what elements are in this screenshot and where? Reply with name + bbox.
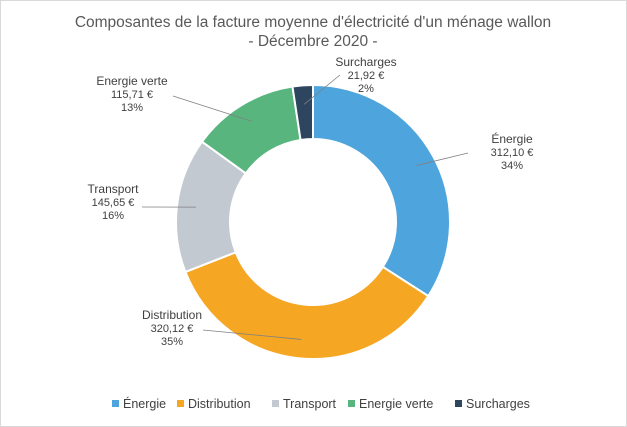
- data-label-name-energie: Énergie: [491, 131, 533, 146]
- data-label-value-transport: 145,65 €: [92, 197, 135, 209]
- data-label-value-energie-verte: 115,71 €: [111, 89, 153, 101]
- data-label-percent-transport: 16%: [102, 210, 124, 222]
- legend-swatch-distribution: [177, 400, 184, 407]
- data-label-name-distribution: Distribution: [142, 308, 202, 322]
- data-label-name-transport: Transport: [88, 182, 140, 196]
- legend-label-surcharges: Surcharges: [466, 397, 530, 411]
- leader-line-distribution: [202, 329, 302, 340]
- chart-title: Composantes de la facture moyenne d'élec…: [75, 14, 551, 31]
- legend-label-energie-verte: Energie verte: [359, 397, 433, 411]
- legend-swatch-energie: [112, 400, 119, 407]
- slices-group: [175, 83, 451, 360]
- legend-label-distribution: Distribution: [188, 397, 251, 411]
- data-label-name-energie-verte: Energie verte: [96, 74, 168, 88]
- leader-line-energie: [416, 152, 469, 166]
- legend-label-energie: Énergie: [123, 396, 166, 411]
- slice-distribution: [184, 250, 430, 360]
- slice-surcharges: [291, 83, 314, 142]
- legend-swatch-transport: [272, 400, 279, 407]
- data-label-value-energie: 312,10 €: [491, 147, 534, 159]
- leader-line-energie-verte: [172, 95, 252, 122]
- data-label-value-surcharges: 21,92 €: [348, 70, 385, 82]
- legend-label-transport: Transport: [283, 397, 337, 411]
- data-label-value-distribution: 320,12 €: [151, 323, 194, 335]
- leader-lines-group: [141, 74, 469, 340]
- slice-energie: [312, 83, 451, 298]
- data-label-percent-energie: 34%: [501, 160, 523, 172]
- leader-line-surcharges: [303, 74, 341, 105]
- legend-swatch-energie-verte: [348, 400, 355, 407]
- legend-swatch-surcharges: [455, 400, 462, 407]
- data-label-percent-energie-verte: 13%: [121, 102, 143, 114]
- data-label-name-surcharges: Surcharges: [335, 55, 396, 69]
- data-label-percent-distribution: 35%: [161, 336, 183, 348]
- legend: Énergie Distribution Transport Energie vert…: [112, 396, 530, 411]
- chart-subtitle: - Décembre 2020 -: [248, 33, 377, 50]
- data-label-percent-surcharges: 2%: [358, 83, 374, 95]
